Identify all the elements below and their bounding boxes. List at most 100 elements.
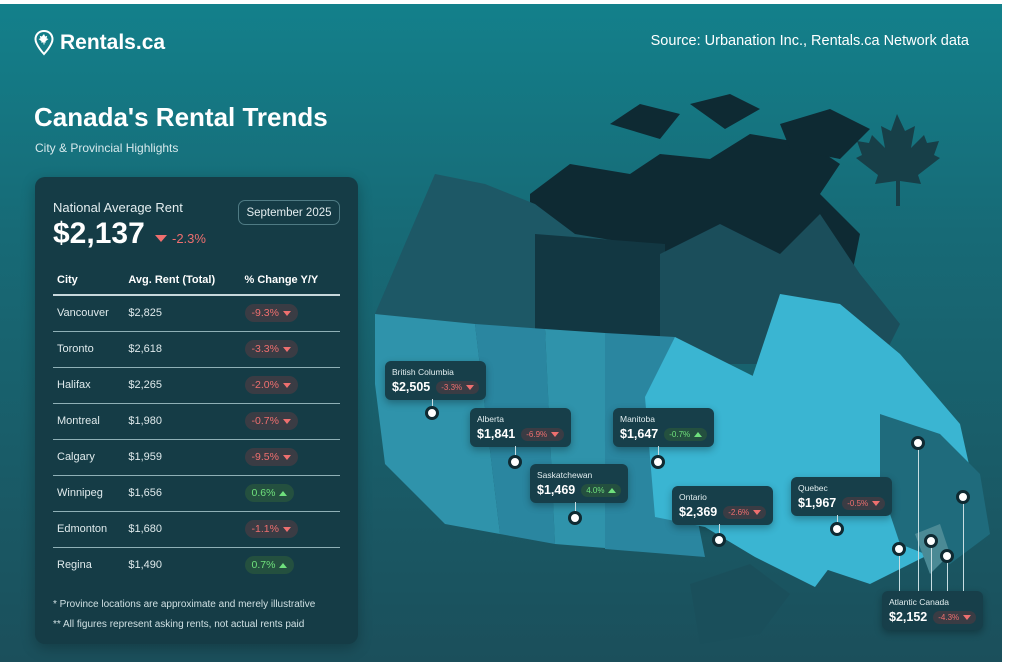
callout-stem <box>432 399 433 406</box>
change-value: -3.3% <box>441 382 463 392</box>
national-average-value: $2,137 <box>53 217 145 250</box>
column-header-change: % Change Y/Y <box>240 265 340 296</box>
city-name: Toronto <box>53 331 125 368</box>
atlantic-pin[interactable] <box>911 436 925 450</box>
city-rent: $2,265 <box>124 367 241 404</box>
city-name: Calgary <box>53 439 125 476</box>
province-callout: Quebec $1,967 -0.5% <box>791 477 893 516</box>
down-arrow-icon <box>155 235 167 242</box>
change-cell: -0.7% <box>240 403 340 440</box>
callout-stem <box>837 515 838 522</box>
up-arrow-icon <box>694 431 703 437</box>
up-arrow-icon <box>279 490 288 496</box>
down-arrow-icon <box>963 614 972 620</box>
province-name: Ontario <box>679 492 707 502</box>
change-value: -6.9% <box>526 429 548 439</box>
province-name: Saskatchewan <box>537 470 593 480</box>
province-pin[interactable] <box>830 522 844 536</box>
change-cell: -1.1% <box>240 511 340 548</box>
change-value: -4.3% <box>938 612 960 622</box>
change-badge: 4.0% <box>581 483 622 497</box>
change-badge: -0.5% <box>842 496 886 510</box>
change-badge: -9.3% <box>244 304 298 323</box>
table-row: Vancouver $2,825 -9.3% <box>53 295 340 332</box>
callout-stem <box>575 502 576 511</box>
atlantic-pin[interactable] <box>940 549 954 563</box>
change-badge: -2.6% <box>723 505 767 519</box>
change-badge: -1.1% <box>244 520 298 538</box>
province-rent: $1,469 <box>537 483 576 497</box>
city-rent: $2,825 <box>124 295 241 332</box>
rent-summary-panel: National Average Rent $2,137 -2.3% Septe… <box>35 177 358 644</box>
province-pin[interactable] <box>651 455 665 469</box>
city-name: Regina <box>57 559 92 572</box>
callout-stem <box>515 446 516 455</box>
table-row: Montreal $1,980 -0.7% <box>53 403 340 440</box>
city-rent: $1,490 <box>128 559 163 572</box>
change-badge: -3.3% <box>244 340 298 358</box>
down-arrow-icon <box>282 382 291 388</box>
city-rent: $1,980 <box>124 403 241 440</box>
province-pin[interactable] <box>712 533 726 547</box>
province-name: British Columbia <box>392 367 454 377</box>
down-arrow-icon <box>872 500 881 506</box>
down-arrow-icon <box>282 310 291 316</box>
change-value: -3.3% <box>251 343 279 355</box>
brand-name: Rentals.ca <box>60 31 166 54</box>
infographic: Rentals.ca Source: Urbanation Inc., Rent… <box>0 4 1002 662</box>
province-rent: $1,967 <box>798 496 837 510</box>
down-arrow-icon <box>282 454 291 460</box>
change-value: -9.3% <box>251 307 279 320</box>
change-value: -2.6% <box>728 507 750 517</box>
province-callout: Alberta $1,841 -6.9% <box>470 408 572 447</box>
province-rent: $2,369 <box>679 505 718 519</box>
table-row: Calgary $1,959 -9.5% <box>53 439 340 476</box>
city-rent: $1,680 <box>124 511 241 548</box>
callout-stem <box>899 549 900 591</box>
down-arrow-icon <box>282 526 291 532</box>
province-rent: $2,152 <box>889 610 928 624</box>
change-badge: -9.5% <box>244 448 298 466</box>
down-arrow-icon <box>753 509 762 515</box>
province-callout: Saskatchewan $1,469 4.0% <box>530 464 629 503</box>
footnote: ** All figures represent asking rents, n… <box>53 619 305 630</box>
page-subtitle: City & Provincial Highlights <box>35 141 179 155</box>
change-value: -1.1% <box>251 523 279 535</box>
city-name: Montreal <box>53 403 125 440</box>
national-change-value: -2.3% <box>172 231 206 246</box>
change-value: 4.0% <box>586 485 605 495</box>
change-badge: -0.7% <box>664 427 708 441</box>
province-name: Alberta <box>477 414 504 424</box>
province-rent: $1,647 <box>620 427 659 441</box>
change-cell: -3.3% <box>240 331 340 368</box>
brand-logo[interactable]: Rentals.ca <box>34 30 165 56</box>
city-name: Winnipeg <box>53 475 125 512</box>
atlantic-pin[interactable] <box>956 490 970 504</box>
city-rent: $1,959 <box>124 439 241 476</box>
city-rent: $2,618 <box>124 331 241 368</box>
province-name: Manitoba <box>620 414 655 424</box>
callout-stem <box>931 541 932 591</box>
province-pin[interactable] <box>568 511 582 525</box>
change-value: -2.0% <box>251 379 279 391</box>
atlantic-pin[interactable] <box>892 542 906 556</box>
change-cell: -9.3% <box>240 295 340 332</box>
change-value: -9.5% <box>251 451 279 463</box>
atlantic-pin[interactable] <box>924 534 938 548</box>
change-badge: 0.6% <box>244 484 295 502</box>
up-arrow-icon <box>608 487 617 493</box>
table-row: Regina $1,490 0.7% <box>53 547 340 583</box>
callout-stem <box>719 524 720 533</box>
date-selector[interactable]: September 2025 <box>238 200 340 225</box>
column-header-rent: Avg. Rent (Total) <box>124 265 241 296</box>
province-pin[interactable] <box>508 455 522 469</box>
source-text: Source: Urbanation Inc., Rentals.ca Netw… <box>650 33 969 49</box>
province-callout: Ontario $2,369 -2.6% <box>672 486 774 525</box>
table-row: Halifax $2,265 -2.0% <box>53 367 340 404</box>
callout-stem <box>947 556 948 591</box>
change-value: 0.6% <box>251 487 276 499</box>
down-arrow-icon <box>466 384 475 390</box>
province-pin[interactable] <box>425 406 439 420</box>
up-arrow-icon <box>279 562 288 568</box>
change-cell: -9.5% <box>240 439 340 476</box>
